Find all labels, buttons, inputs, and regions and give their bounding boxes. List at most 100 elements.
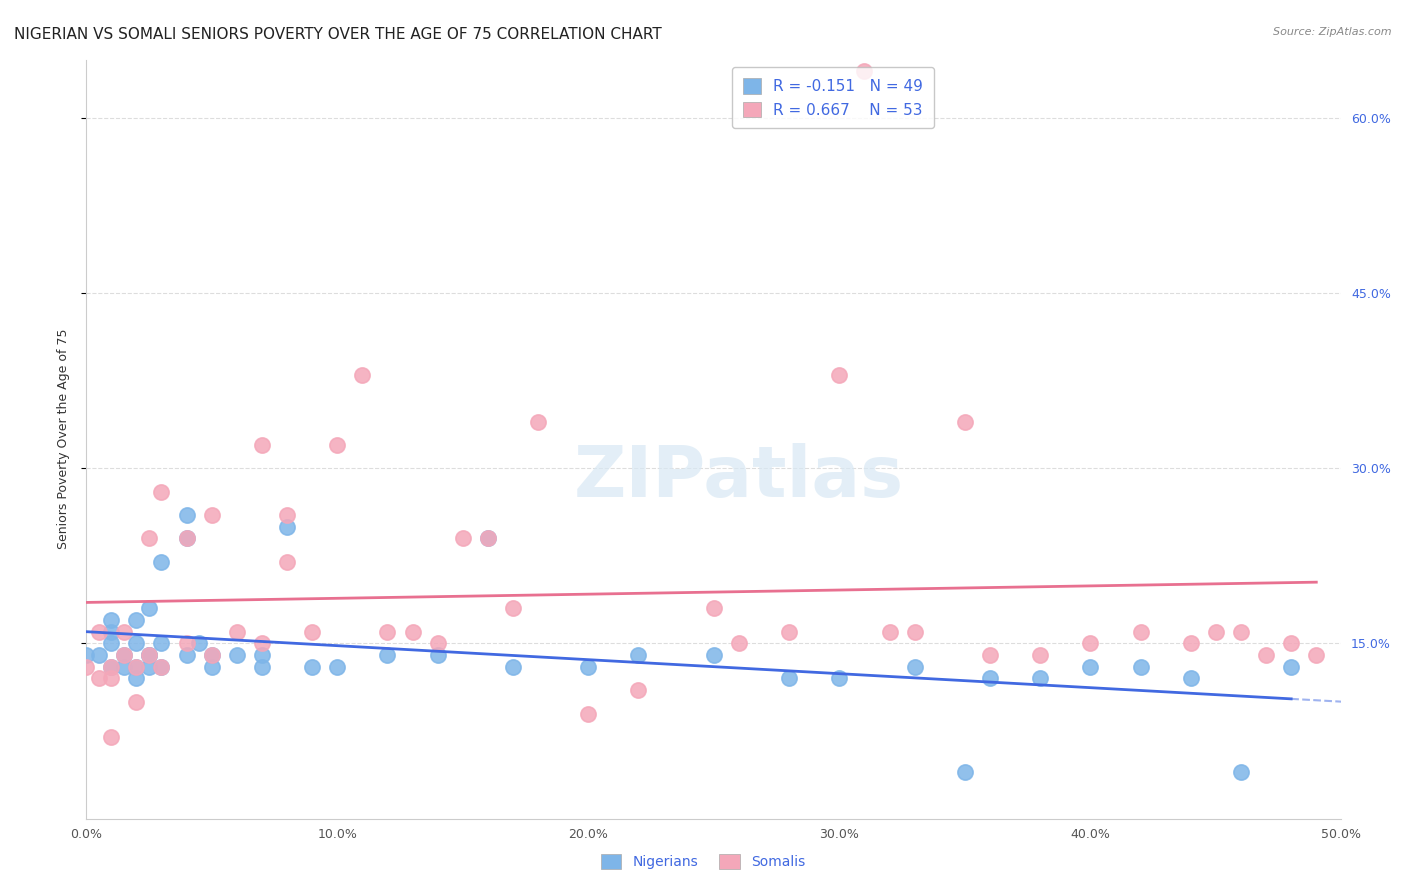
Point bbox=[477, 532, 499, 546]
Point bbox=[904, 624, 927, 639]
Point bbox=[828, 368, 851, 382]
Point bbox=[100, 672, 122, 686]
Point bbox=[1205, 624, 1227, 639]
Point bbox=[953, 415, 976, 429]
Point bbox=[201, 508, 224, 522]
Point bbox=[1180, 672, 1202, 686]
Point bbox=[112, 624, 135, 639]
Point bbox=[853, 64, 876, 78]
Point bbox=[125, 613, 148, 627]
Point bbox=[1078, 660, 1101, 674]
Point bbox=[1254, 648, 1277, 662]
Point bbox=[326, 660, 349, 674]
Point bbox=[250, 648, 273, 662]
Point bbox=[225, 624, 247, 639]
Point bbox=[1230, 764, 1253, 779]
Point bbox=[100, 660, 122, 674]
Point bbox=[125, 695, 148, 709]
Point bbox=[125, 636, 148, 650]
Legend: Nigerians, Somalis: Nigerians, Somalis bbox=[593, 847, 813, 876]
Point bbox=[138, 648, 160, 662]
Point bbox=[778, 624, 800, 639]
Point bbox=[301, 624, 323, 639]
Point bbox=[112, 648, 135, 662]
Point bbox=[979, 672, 1001, 686]
Point bbox=[150, 660, 173, 674]
Point bbox=[125, 660, 148, 674]
Text: Source: ZipAtlas.com: Source: ZipAtlas.com bbox=[1274, 27, 1392, 37]
Point bbox=[502, 660, 524, 674]
Point bbox=[377, 648, 399, 662]
Point bbox=[426, 636, 449, 650]
Point bbox=[1129, 660, 1152, 674]
Point bbox=[125, 672, 148, 686]
Point bbox=[904, 660, 927, 674]
Point bbox=[1078, 636, 1101, 650]
Point bbox=[627, 683, 650, 698]
Point bbox=[225, 648, 247, 662]
Point bbox=[276, 555, 298, 569]
Point bbox=[377, 624, 399, 639]
Point bbox=[250, 660, 273, 674]
Point bbox=[138, 648, 160, 662]
Point bbox=[276, 519, 298, 533]
Y-axis label: Seniors Poverty Over the Age of 75: Seniors Poverty Over the Age of 75 bbox=[58, 329, 70, 549]
Point bbox=[100, 624, 122, 639]
Point bbox=[250, 636, 273, 650]
Point bbox=[138, 660, 160, 674]
Point bbox=[576, 660, 599, 674]
Point bbox=[188, 636, 211, 650]
Point bbox=[125, 660, 148, 674]
Point bbox=[352, 368, 374, 382]
Point bbox=[879, 624, 901, 639]
Point bbox=[138, 648, 160, 662]
Point bbox=[502, 601, 524, 615]
Point bbox=[176, 532, 198, 546]
Point bbox=[201, 648, 224, 662]
Point bbox=[75, 648, 97, 662]
Point bbox=[527, 415, 550, 429]
Point bbox=[176, 648, 198, 662]
Text: NIGERIAN VS SOMALI SENIORS POVERTY OVER THE AGE OF 75 CORRELATION CHART: NIGERIAN VS SOMALI SENIORS POVERTY OVER … bbox=[14, 27, 662, 42]
Point bbox=[176, 636, 198, 650]
Point bbox=[1180, 636, 1202, 650]
Point bbox=[150, 484, 173, 499]
Point bbox=[1305, 648, 1327, 662]
Point bbox=[150, 660, 173, 674]
Point bbox=[627, 648, 650, 662]
Point bbox=[176, 532, 198, 546]
Point bbox=[301, 660, 323, 674]
Text: ZIPatlas: ZIPatlas bbox=[574, 442, 904, 511]
Point bbox=[201, 648, 224, 662]
Point bbox=[87, 624, 110, 639]
Point bbox=[276, 508, 298, 522]
Point bbox=[150, 636, 173, 650]
Point bbox=[176, 508, 198, 522]
Point bbox=[112, 648, 135, 662]
Point bbox=[100, 613, 122, 627]
Point bbox=[112, 660, 135, 674]
Point bbox=[828, 672, 851, 686]
Point bbox=[100, 636, 122, 650]
Point bbox=[1129, 624, 1152, 639]
Point bbox=[979, 648, 1001, 662]
Point bbox=[1230, 624, 1253, 639]
Point bbox=[401, 624, 423, 639]
Legend: R = -0.151   N = 49, R = 0.667    N = 53: R = -0.151 N = 49, R = 0.667 N = 53 bbox=[733, 67, 934, 128]
Point bbox=[201, 660, 224, 674]
Point bbox=[1029, 648, 1052, 662]
Point bbox=[953, 764, 976, 779]
Point bbox=[728, 636, 751, 650]
Point bbox=[75, 660, 97, 674]
Point bbox=[138, 532, 160, 546]
Point bbox=[1279, 660, 1302, 674]
Point bbox=[426, 648, 449, 662]
Point bbox=[576, 706, 599, 721]
Point bbox=[138, 601, 160, 615]
Point bbox=[778, 672, 800, 686]
Point bbox=[1279, 636, 1302, 650]
Point bbox=[451, 532, 474, 546]
Point bbox=[703, 648, 725, 662]
Point bbox=[87, 648, 110, 662]
Point bbox=[1029, 672, 1052, 686]
